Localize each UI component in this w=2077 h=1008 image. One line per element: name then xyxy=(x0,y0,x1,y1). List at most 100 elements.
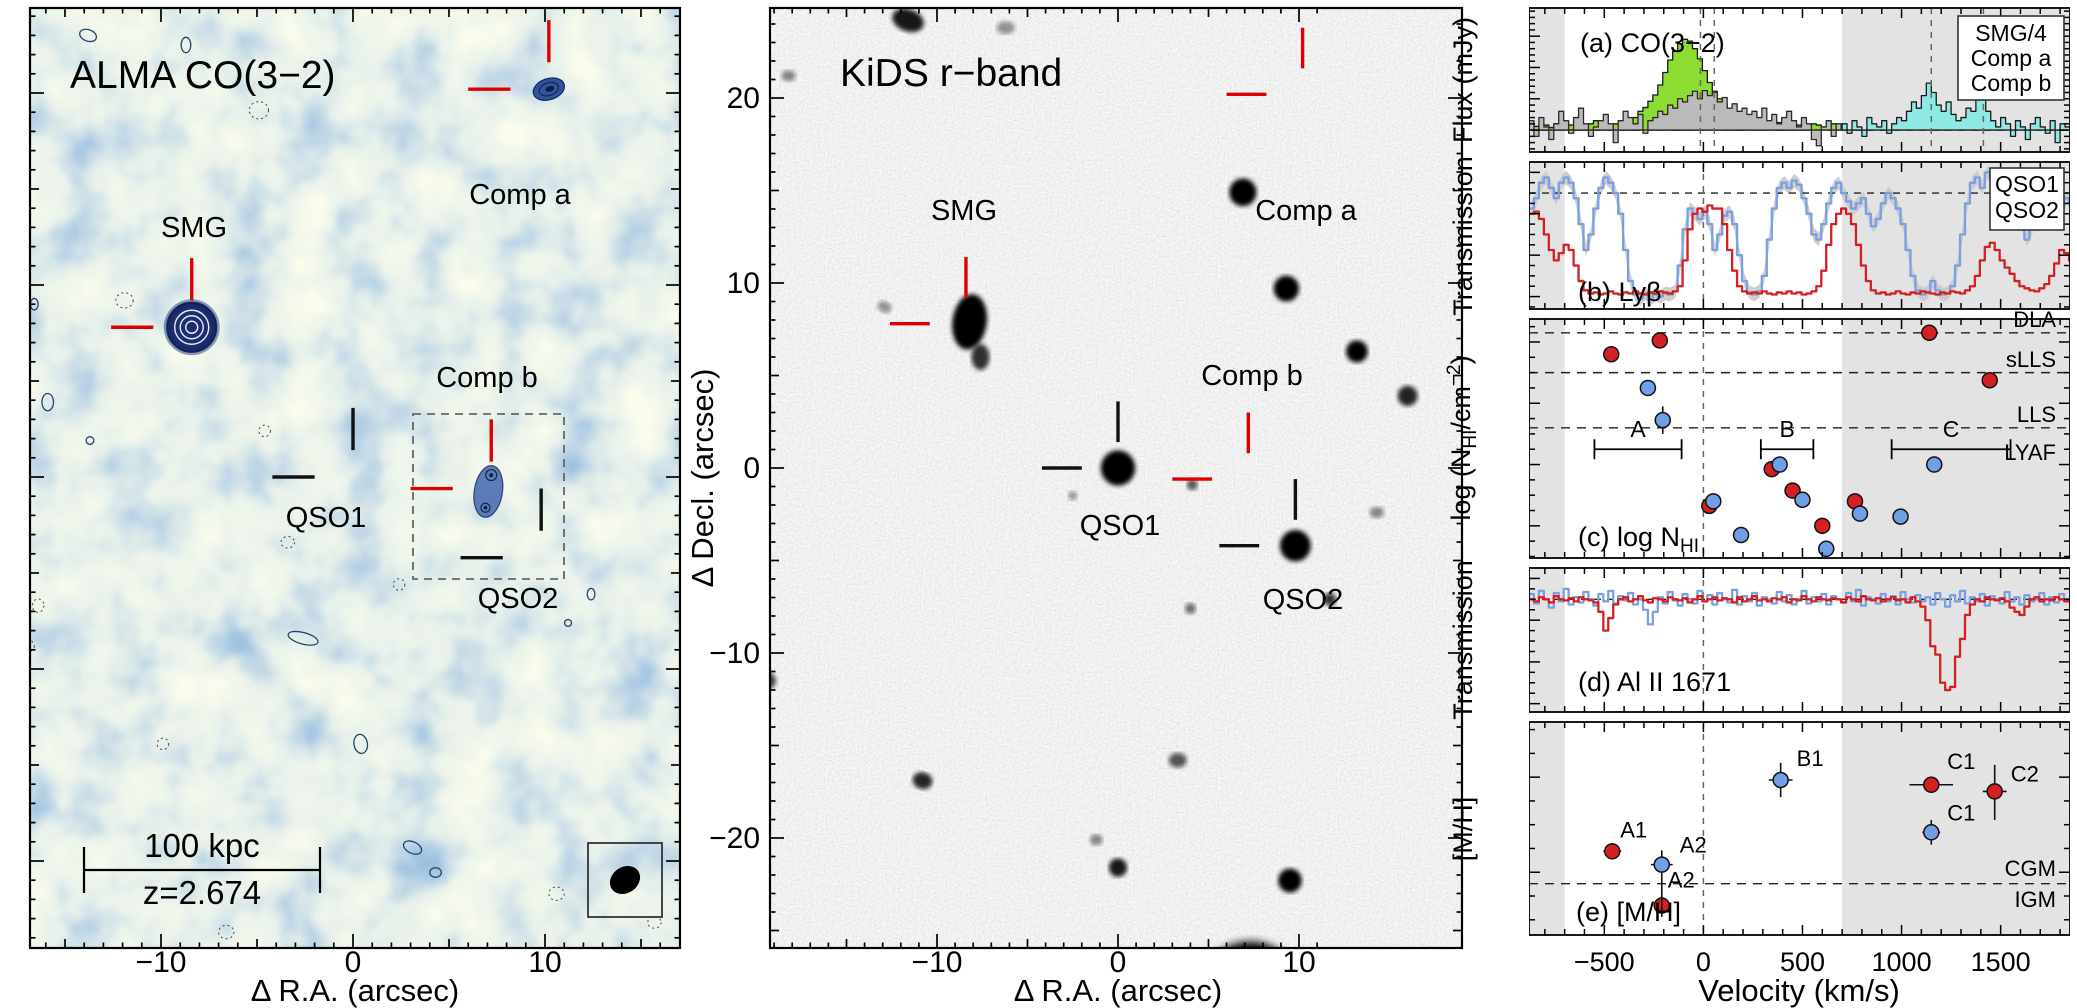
galaxy xyxy=(892,8,924,33)
label-part: HI xyxy=(1460,430,1481,449)
data-point-qso2 xyxy=(1654,411,1672,429)
scalebar-label: 100 kpc xyxy=(144,827,260,864)
velocity-axis-label: Velocity (km/s) xyxy=(1698,973,1900,1008)
data-point-qso2 xyxy=(1705,493,1722,510)
data-point-qso2 xyxy=(1639,379,1657,397)
x-tick-label: 10 xyxy=(1282,946,1315,979)
negative-contour xyxy=(647,916,662,929)
negative-contour xyxy=(30,639,35,653)
comp-a-core xyxy=(545,85,555,92)
galaxy xyxy=(1369,506,1385,518)
panel-e-label: (e) [M/H] xyxy=(1576,897,1681,927)
x-tick-label: −10 xyxy=(912,946,963,979)
x-tick-label: −10 xyxy=(136,946,187,979)
legend-comp-b: Comp b xyxy=(1971,70,2052,96)
shaded-region xyxy=(1529,319,1565,558)
smg-contour-inner xyxy=(179,315,204,340)
comp-b-core xyxy=(483,505,488,510)
histogram-comp-a xyxy=(1529,89,1842,147)
galaxy xyxy=(1100,450,1136,486)
bracket-label: C xyxy=(1943,416,1960,442)
panel-b-ylabel: Transmission xyxy=(1448,156,1478,316)
positive-contour xyxy=(586,587,596,601)
galaxy xyxy=(1273,275,1299,302)
spectra-panels: 0.00.51.01.50.00.40.81.2ABC141618200.00.… xyxy=(1444,7,2070,977)
data-point-qso1 xyxy=(1651,332,1669,349)
kids-frame xyxy=(768,6,1464,950)
comp-a-label: Comp a xyxy=(1255,195,1357,227)
panel-d-ylabel: Transmission xyxy=(1448,560,1478,720)
qso2-label: QSO2 xyxy=(1263,584,1344,616)
kids-map-panel: −10 0 10 20 10 0 −10 −20 KiDS r−band SMG Comp a… xyxy=(685,6,1464,1008)
comp-b-contour xyxy=(485,468,498,482)
y-tick-label: 20 xyxy=(727,82,760,115)
galaxy xyxy=(1068,491,1078,501)
data-point-qso2 xyxy=(1794,491,1811,509)
panel-c: ABC14161820 xyxy=(1529,318,2070,559)
y-tick-label: −10 xyxy=(709,637,760,670)
panel-e-ylabel: [M/H] xyxy=(1448,797,1478,862)
smg-contour xyxy=(166,301,218,353)
cgm-annotation: CGM xyxy=(2005,856,2056,881)
panel-d: 0.00.40.81.2 xyxy=(1529,567,2070,713)
data-point-qso2 xyxy=(1653,856,1671,873)
point-label: A2 xyxy=(1668,868,1695,893)
galaxy xyxy=(770,672,776,689)
panel-frame xyxy=(1529,567,2070,713)
comp-b-contour xyxy=(480,502,491,513)
galaxy xyxy=(1184,603,1196,615)
spectra-column: 0.00.51.01.50.00.40.81.2ABC141618200.00.… xyxy=(1444,7,2070,1008)
alma-xaxis-label: Δ R.A. (arcsec) xyxy=(251,973,459,1008)
lls-annotation: LLS xyxy=(2017,402,2056,427)
panel-b-legend: QSO1 QSO2 xyxy=(1989,167,2065,231)
kids-content xyxy=(770,8,1418,948)
data-point-qso1 xyxy=(1921,324,1938,342)
data-point-qso1 xyxy=(1986,783,2003,800)
shaded-region xyxy=(1842,722,2070,935)
alma-frame xyxy=(28,6,682,950)
point-label: A2 xyxy=(1680,833,1707,858)
galaxy xyxy=(1089,834,1103,846)
positive-contour xyxy=(180,36,192,54)
beam-ellipse xyxy=(609,865,641,895)
kids-xaxis-label: Δ R.A. (arcsec) xyxy=(1014,973,1222,1008)
label-part: HI xyxy=(1680,536,1699,557)
igm-annotation: IGM xyxy=(2014,887,2056,912)
slls-annotation: sLLS xyxy=(2006,347,2056,372)
y-tick-label: 0 xyxy=(743,452,760,485)
positive-contour xyxy=(287,630,319,646)
negative-contour xyxy=(392,578,406,591)
spectrum-qso1 xyxy=(1529,595,2070,692)
bracket-label: B xyxy=(1779,416,1794,442)
panel-frame xyxy=(1529,7,2070,153)
smg-contour-inner xyxy=(174,309,210,345)
panel-frame xyxy=(1529,161,2070,310)
x-tick-label: 0 xyxy=(345,946,362,979)
spectrum-qso1 xyxy=(1529,204,2070,296)
panel-c-label: (c) log NHI xyxy=(1578,522,1699,557)
negative-contour xyxy=(115,292,134,309)
negative-contour xyxy=(248,101,270,120)
data-point-qso1 xyxy=(1981,372,1998,389)
scalebar-redshift: z=2.674 xyxy=(143,874,261,911)
galaxy xyxy=(971,344,990,370)
velocity-tick-label: −500 xyxy=(1574,947,1635,977)
shaded-region xyxy=(1842,319,2070,558)
galaxy xyxy=(952,294,988,350)
negative-contour xyxy=(258,424,271,438)
shaded-region xyxy=(1842,568,2070,712)
data-point-qso2 xyxy=(1732,526,1750,544)
x-tick-label: 0 xyxy=(1110,946,1127,979)
kids-ticks: −10 0 10 20 10 0 −10 −20 xyxy=(709,8,1462,979)
smg-label: SMG xyxy=(931,195,997,227)
dla-annotation: DLA xyxy=(2013,307,2056,332)
point-label: C2 xyxy=(2011,761,2039,786)
galaxy xyxy=(1278,868,1302,893)
data-point-qso2 xyxy=(1771,456,1788,473)
panel-b: 0.00.40.81.2 xyxy=(1529,161,2070,310)
label-part: log (N xyxy=(1446,449,1476,521)
alma-map-panel: −10 0 10 ALMA CO(3−2) SMG Comp a Comp b QS… xyxy=(28,6,682,1008)
data-point-qso1 xyxy=(1603,843,1621,860)
